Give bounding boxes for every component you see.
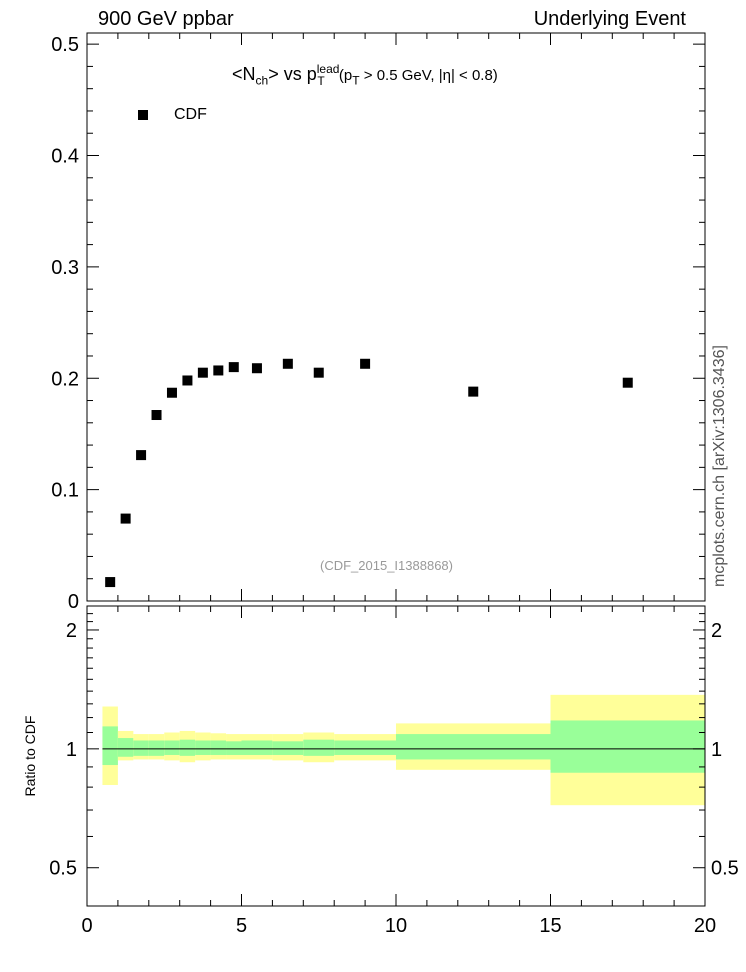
- ratio-axes: 0.5 0.51 12 20 5 10 15 20: [49, 606, 739, 937]
- main-y-tick-label: 0.1: [51, 480, 79, 502]
- ratio-inner-band: [179, 739, 196, 756]
- cdf-data-points: [105, 358, 633, 588]
- cdf-data-point: [468, 386, 479, 397]
- legend-marker-square: [138, 109, 148, 120]
- ratio-inner-band: [117, 738, 134, 757]
- ratio-uncertainty-bands: [102, 694, 705, 806]
- ratio-inner-band: [272, 741, 304, 755]
- cdf-data-point: [213, 365, 224, 376]
- title-sub-t: T: [317, 73, 325, 88]
- cdf-data-point: [151, 410, 162, 421]
- title-cut-rest: > 0.5 GeV, |η| < 0.8): [359, 67, 498, 84]
- cdf-data-point: [282, 358, 293, 369]
- title-cut-open: (p: [334, 67, 353, 84]
- x-tick-label: 0: [81, 915, 92, 937]
- ratio-inner-band: [102, 726, 118, 766]
- legend: CDF: [138, 106, 207, 124]
- x-tick-label: 15: [539, 915, 561, 937]
- ratio-y-tick-label-right: 2: [711, 620, 722, 642]
- main-y-tick-label: 0.3: [51, 257, 79, 279]
- ratio-inner-band: [133, 740, 149, 756]
- main-y-tick-label: 0.4: [51, 146, 79, 168]
- header-analysis-label: Underlying Event: [533, 8, 686, 30]
- cdf-data-point: [166, 387, 177, 398]
- ratio-inner-band: [164, 740, 180, 755]
- ratio-inner-band: [396, 734, 551, 760]
- title-sup-lead: lead: [316, 62, 340, 76]
- ratio-inner-band: [241, 740, 273, 755]
- cdf-data-point: [182, 375, 193, 386]
- legend-label-cdf: CDF: [174, 106, 207, 123]
- x-tick-label: 5: [236, 915, 247, 937]
- main-y-tick-label: 0.2: [51, 368, 79, 390]
- analysis-id-watermark: (CDF_2015_I1388868): [320, 558, 453, 573]
- header-collision-label: 900 GeV ppbar: [98, 8, 234, 30]
- cdf-data-point: [197, 367, 208, 378]
- x-tick-label: 10: [385, 915, 407, 937]
- cdf-data-point: [136, 450, 147, 461]
- ratio-y-tick-label-right: 1: [711, 739, 722, 761]
- main-y-axis: 0 0.1 0.2 0.3 0.4 0.5: [51, 33, 706, 613]
- ratio-inner-band: [303, 739, 335, 756]
- cdf-data-point: [360, 358, 371, 369]
- ratio-inner-band: [148, 740, 165, 756]
- ratio-y-tick-label-left: 1: [66, 739, 77, 761]
- ratio-inner-band: [195, 740, 211, 755]
- ratio-inner-band: [210, 740, 227, 755]
- main-y-tick-label: 0.5: [51, 34, 79, 56]
- plot-title: <Nch> vs pleadT (pT > 0.5 GeV, |η| < 0.8…: [232, 62, 498, 88]
- ratio-y-axis-label: Ratio to CDF: [22, 715, 38, 797]
- title-cut-sub: T: [352, 73, 360, 88]
- cdf-data-point: [622, 377, 633, 388]
- cdf-data-point: [105, 577, 116, 588]
- x-tick-label: 20: [694, 915, 716, 937]
- cdf-data-point: [228, 362, 239, 373]
- cdf-data-point: [313, 367, 324, 378]
- title-prefix: <N: [232, 64, 256, 84]
- ratio-y-tick-label-left: 2: [66, 620, 77, 642]
- ratio-y-tick-label-right: 0.5: [711, 858, 739, 880]
- ratio-inner-band: [334, 740, 396, 755]
- side-source-label: mcplots.cern.ch [arXiv:1306.3436]: [711, 345, 728, 587]
- ratio-y-tick-label-left: 0.5: [49, 858, 77, 880]
- title-sub-ch: ch: [255, 73, 269, 88]
- ratio-inner-band: [226, 741, 242, 755]
- cdf-data-point: [251, 363, 262, 374]
- main-y-tick-label: 0: [68, 591, 79, 613]
- title-mid: > vs p: [268, 64, 317, 84]
- ratio-inner-band: [550, 720, 705, 773]
- cdf-data-point: [120, 513, 131, 524]
